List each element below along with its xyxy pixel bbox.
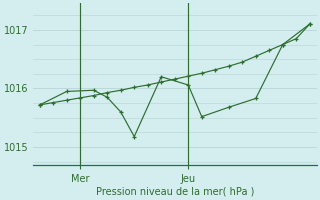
X-axis label: Pression niveau de la mer( hPa ): Pression niveau de la mer( hPa ) [96, 187, 254, 197]
